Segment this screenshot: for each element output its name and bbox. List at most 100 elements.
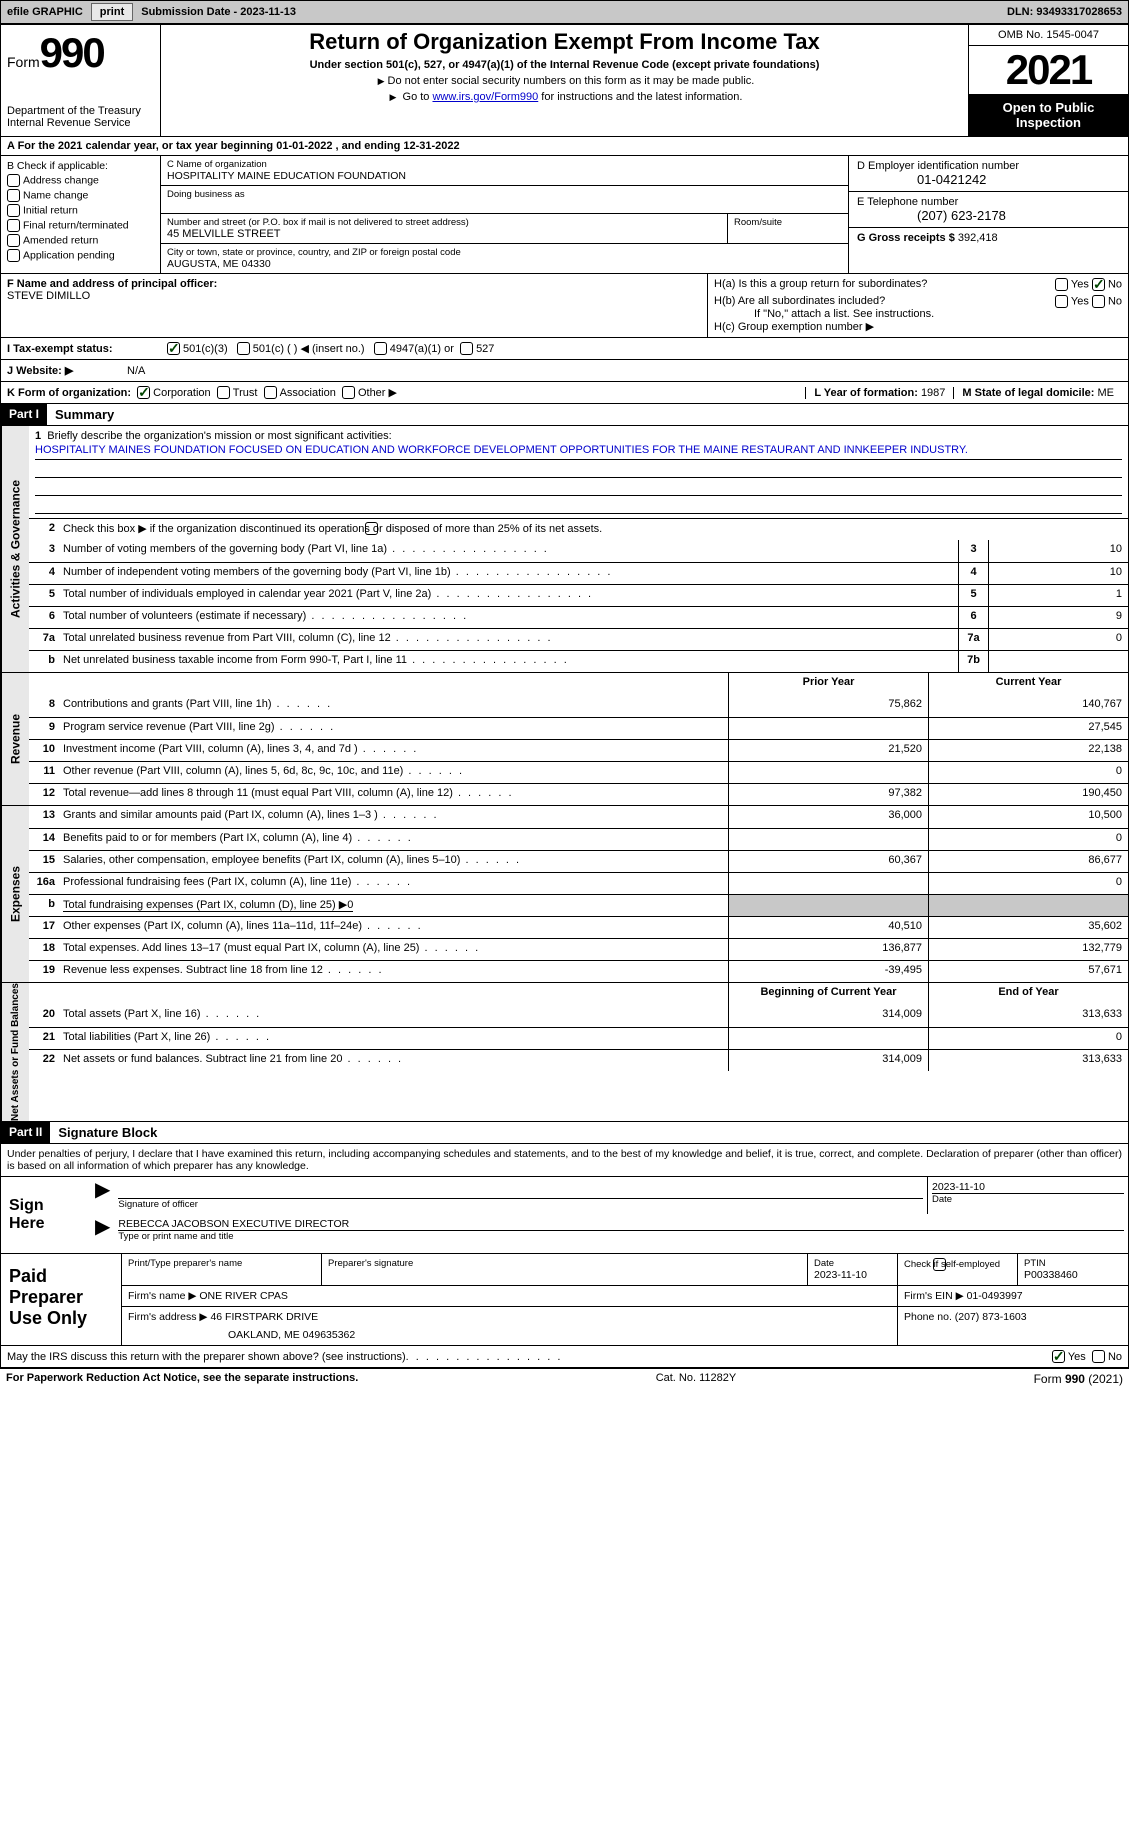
firm-addr2: OAKLAND, ME 049635362: [128, 1329, 891, 1341]
firm-addr-label: Firm's address ▶: [128, 1311, 210, 1323]
table-row: bTotal fundraising expenses (Part IX, co…: [29, 894, 1128, 916]
chk-discontinued[interactable]: [365, 522, 378, 535]
pp-self-label: Check if self-employed: [904, 1259, 1000, 1270]
table-row: 10Investment income (Part VIII, column (…: [29, 739, 1128, 761]
col-b-checkboxes: B Check if applicable: Address change Na…: [1, 156, 161, 273]
row-f-h: F Name and address of principal officer:…: [1, 274, 1128, 338]
table-row: 21Total liabilities (Part X, line 26)0: [29, 1027, 1128, 1049]
state-domicile: ME: [1098, 387, 1115, 399]
mission-text: HOSPITALITY MAINES FOUNDATION FOCUSED ON…: [35, 442, 1122, 460]
row-i-tax-exempt: I Tax-exempt status: 501(c)(3) 501(c) ( …: [1, 338, 1128, 360]
header-left: Form990 Department of the Treasury Inter…: [1, 25, 161, 136]
hb-no[interactable]: [1092, 295, 1105, 308]
discuss-row: May the IRS discuss this return with the…: [1, 1345, 1128, 1367]
table-row: 17Other expenses (Part IX, column (A), l…: [29, 916, 1128, 938]
submission-date-label: Submission Date - 2023-11-13: [135, 6, 302, 18]
omb-number: OMB No. 1545-0047: [969, 25, 1128, 46]
org-name-label: C Name of organization: [167, 159, 842, 170]
ha-label: H(a) Is this a group return for subordin…: [714, 278, 1055, 291]
sig-date-value: 2023-11-10: [932, 1181, 1124, 1194]
section-expenses: Expenses 13Grants and similar amounts pa…: [1, 806, 1128, 983]
col-beginning-year: Beginning of Current Year: [728, 983, 928, 1005]
hb-label: H(b) Are all subordinates included?: [714, 295, 1055, 308]
table-row: 16aProfessional fundraising fees (Part I…: [29, 872, 1128, 894]
officer-name-title: REBECCA JACOBSON EXECUTIVE DIRECTOR: [118, 1218, 1124, 1231]
chk-trust[interactable]: [217, 386, 230, 399]
chk-amended-return[interactable]: Amended return: [7, 234, 154, 247]
form-number: 990: [40, 29, 104, 76]
col-b-header: B Check if applicable:: [7, 160, 154, 172]
firm-name: ONE RIVER CPAS: [199, 1290, 288, 1302]
paid-preparer-section: Paid Preparer Use Only Print/Type prepar…: [1, 1253, 1128, 1345]
chk-4947[interactable]: [374, 342, 387, 355]
header-mid: Return of Organization Exempt From Incom…: [161, 25, 968, 136]
discuss-no[interactable]: [1092, 1350, 1105, 1363]
hb-yes[interactable]: [1055, 295, 1068, 308]
table-row: 8Contributions and grants (Part VIII, li…: [29, 695, 1128, 717]
chk-other[interactable]: [342, 386, 355, 399]
website-value: N/A: [127, 365, 145, 377]
sidebar-revenue: Revenue: [1, 673, 29, 805]
sidebar-expenses: Expenses: [1, 806, 29, 982]
table-row: 5Total number of individuals employed in…: [29, 584, 1128, 606]
pp-date-value: 2023-11-10: [814, 1269, 891, 1281]
print-button[interactable]: print: [91, 3, 133, 21]
row-j-website: J Website: ▶ N/A: [1, 360, 1128, 382]
sign-here-row: Sign Here ▶ Signature of officer 2023-11…: [1, 1176, 1128, 1253]
firm-name-label: Firm's name ▶: [128, 1290, 199, 1302]
tel-label: E Telephone number: [857, 196, 1120, 208]
chk-corporation[interactable]: [137, 386, 150, 399]
form-title: Return of Organization Exempt From Incom…: [167, 29, 962, 55]
footer-right: Form 990 (2021): [1034, 1372, 1123, 1386]
chk-self-employed[interactable]: [933, 1258, 946, 1271]
section-bcd: B Check if applicable: Address change Na…: [1, 156, 1128, 274]
table-row: 3Number of voting members of the governi…: [29, 540, 1128, 562]
firm-tel: (207) 873-1603: [955, 1311, 1027, 1323]
part2-badge: Part II: [1, 1122, 50, 1143]
part1-title: Summary: [47, 404, 122, 425]
ha-yes[interactable]: [1055, 278, 1068, 291]
firm-addr1: 46 FIRSTPARK DRIVE: [210, 1311, 318, 1323]
chk-address-change[interactable]: Address change: [7, 174, 154, 187]
gross-label: G Gross receipts $: [857, 232, 958, 244]
top-toolbar: efile GRAPHIC print Submission Date - 20…: [0, 0, 1129, 24]
chk-application-pending[interactable]: Application pending: [7, 249, 154, 262]
part1-badge: Part I: [1, 404, 47, 425]
table-row: 7aTotal unrelated business revenue from …: [29, 628, 1128, 650]
form-header: Form990 Department of the Treasury Inter…: [1, 25, 1128, 137]
chk-association[interactable]: [264, 386, 277, 399]
sign-here-label: Sign Here: [1, 1177, 91, 1253]
ein-label: D Employer identification number: [857, 160, 1120, 172]
table-row: 15Salaries, other compensation, employee…: [29, 850, 1128, 872]
efile-label: efile GRAPHIC: [1, 6, 89, 18]
org-address: 45 MELVILLE STREET: [167, 228, 721, 240]
line2-text: Check this box ▶ if the organization dis…: [63, 523, 602, 535]
firm-tel-label: Phone no.: [904, 1311, 955, 1323]
ha-no[interactable]: [1092, 278, 1105, 291]
table-row: 4Number of independent voting members of…: [29, 562, 1128, 584]
table-row: 12Total revenue—add lines 8 through 11 (…: [29, 783, 1128, 805]
table-row: 22Net assets or fund balances. Subtract …: [29, 1049, 1128, 1071]
footer-left: For Paperwork Reduction Act Notice, see …: [6, 1372, 358, 1386]
chk-name-change[interactable]: Name change: [7, 189, 154, 202]
arrow-icon: ▶: [91, 1177, 114, 1214]
chk-501c3[interactable]: [167, 342, 180, 355]
chk-final-return[interactable]: Final return/terminated: [7, 219, 154, 232]
header-right: OMB No. 1545-0047 2021 Open to Public In…: [968, 25, 1128, 136]
pp-name-label: Print/Type preparer's name: [128, 1258, 315, 1269]
col-end-year: End of Year: [928, 983, 1128, 1005]
chk-527[interactable]: [460, 342, 473, 355]
tax-year: 2021: [969, 46, 1128, 94]
table-row: 11Other revenue (Part VIII, column (A), …: [29, 761, 1128, 783]
discuss-yes[interactable]: [1052, 1350, 1065, 1363]
part2-header-row: Part II Signature Block: [1, 1122, 1128, 1144]
irs-link[interactable]: www.irs.gov/Form990: [432, 91, 538, 103]
pp-sig-label: Preparer's signature: [328, 1258, 801, 1269]
sidebar-net-assets: Net Assets or Fund Balances: [1, 983, 29, 1121]
tel-value: (207) 623-2178: [857, 208, 1120, 223]
form-word: Form: [7, 54, 40, 70]
chk-501c[interactable]: [237, 342, 250, 355]
note-ssn: Do not enter social security numbers on …: [388, 75, 755, 87]
ein-value: 01-0421242: [857, 172, 1120, 187]
chk-initial-return[interactable]: Initial return: [7, 204, 154, 217]
